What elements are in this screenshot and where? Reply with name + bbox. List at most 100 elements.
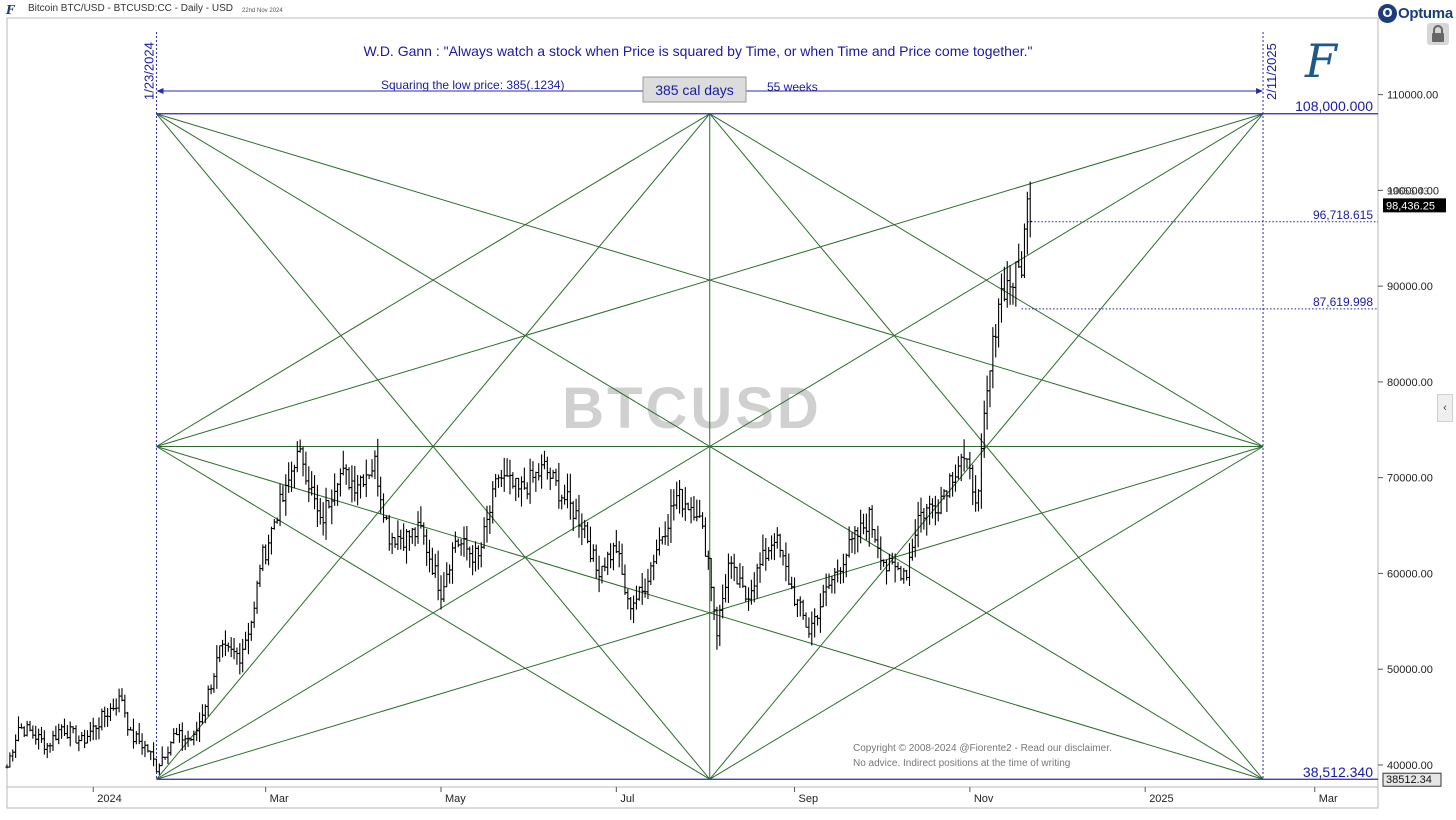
price-bar (1020, 251, 1024, 278)
y-tick-label: 110000.00 (1387, 90, 1438, 102)
price-bar (28, 720, 32, 732)
last-price-tag (1383, 198, 1446, 213)
price-bar (1008, 265, 1012, 305)
price-bar (48, 742, 52, 753)
lock-icon[interactable] (1427, 23, 1449, 45)
price-bar (876, 525, 880, 559)
x-tick-label: Nov (974, 793, 994, 805)
price-bar (548, 467, 552, 490)
price-bar (721, 584, 725, 619)
price-bar (729, 556, 733, 579)
price-bar (137, 722, 141, 745)
price-bar (1002, 266, 1006, 302)
y-tick-label: 40000.00 (1387, 760, 1433, 772)
price-bar (218, 645, 222, 663)
optuma-brand: O Optuma (1378, 2, 1453, 24)
price-bar (100, 708, 104, 731)
price-bar (436, 550, 440, 601)
gann-angle-line (156, 446, 711, 780)
price-bar (591, 544, 595, 562)
price-bar (813, 608, 817, 638)
y-tick-label: 60000.00 (1387, 568, 1433, 580)
price-bar (140, 733, 144, 755)
price-bar (243, 631, 248, 650)
price-bar (430, 547, 434, 576)
price-bar (844, 553, 848, 578)
price-bar (482, 517, 486, 549)
price-bar (77, 735, 81, 752)
price-bar (42, 730, 46, 755)
x-tick-label: Sep (799, 793, 819, 805)
price-bar (65, 725, 69, 739)
low-price-tag-label: 38512.34 (1386, 774, 1432, 786)
price-bar (157, 763, 161, 775)
price-bar (928, 495, 932, 525)
chevron-left-icon[interactable]: ‹ (1437, 394, 1453, 422)
price-bar (649, 562, 653, 585)
price-bar (864, 513, 868, 540)
price-bar (511, 472, 515, 489)
price-bar (723, 574, 728, 603)
price-bar (686, 502, 690, 511)
price-bar (103, 706, 107, 728)
price-bar (643, 578, 647, 598)
price-bar (784, 542, 788, 582)
price-bar (31, 725, 35, 739)
price-bar (956, 456, 960, 480)
level-label: 96,718.615 (1313, 208, 1373, 222)
plot-frame (6, 17, 1379, 809)
price-bar (948, 473, 952, 498)
gann-low-label: 38,512.340 (1303, 764, 1373, 780)
price-bar (545, 456, 549, 480)
price-bar (703, 517, 708, 557)
price-bar (930, 498, 935, 519)
price-bar (376, 438, 380, 497)
price-bar (514, 477, 518, 502)
price-bar (177, 723, 182, 743)
price-bar (815, 615, 820, 626)
price-bar (620, 543, 624, 575)
price-bar (80, 731, 84, 742)
price-bar (738, 563, 742, 588)
price-bar (971, 464, 975, 506)
optuma-brand-text: Optuma (1398, 4, 1453, 22)
price-bar (522, 467, 526, 490)
price-bar (873, 529, 877, 543)
price-bar (979, 433, 983, 509)
price-bar (726, 553, 731, 603)
price-bar (919, 497, 923, 533)
price-bar (764, 538, 768, 571)
price-bar (715, 606, 719, 650)
price-bar (488, 505, 492, 534)
price-bar (255, 580, 259, 614)
price-bar (88, 722, 92, 742)
price-bar (746, 587, 751, 611)
price-bar (295, 441, 299, 473)
gann-quote: W.D. Gann : "Always watch a stock when P… (363, 43, 1032, 59)
gann-start-date-label: 1/23/2024 (141, 42, 156, 100)
price-bar (226, 642, 230, 652)
y-tick-label: 90000.00 (1387, 281, 1433, 293)
price-bar (692, 496, 696, 521)
price-bar (301, 446, 305, 477)
duration-arrow-right-head (1256, 88, 1264, 94)
price-bar (206, 685, 210, 717)
price-bar (505, 458, 509, 477)
price-bar (105, 707, 110, 727)
price-bar (212, 673, 216, 693)
price-bar (499, 470, 503, 487)
price-bar (241, 638, 245, 673)
price-bar (905, 569, 909, 581)
price-bar (238, 643, 242, 675)
price-bar (652, 554, 656, 581)
price-bar (57, 723, 61, 745)
price-bar (425, 528, 429, 566)
price-bar (465, 525, 469, 561)
price-bar (310, 471, 314, 496)
price-bar (71, 726, 75, 734)
price-bar (422, 522, 426, 545)
price-bar (341, 450, 345, 476)
price-bar (634, 585, 639, 610)
price-bar (476, 545, 480, 570)
last-price-tag-label: 98,436.25 (1386, 200, 1435, 212)
